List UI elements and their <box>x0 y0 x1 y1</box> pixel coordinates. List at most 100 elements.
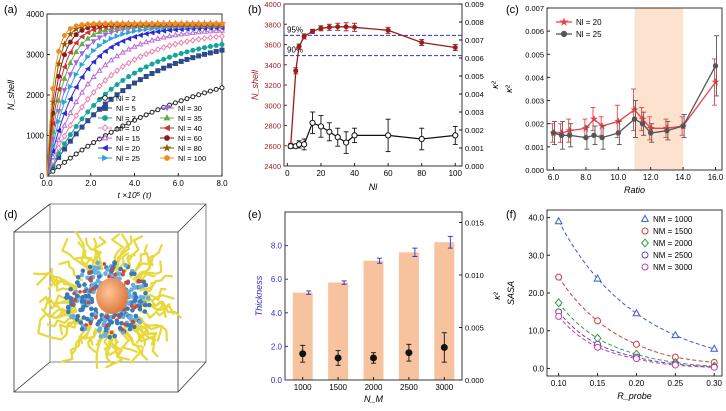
legend-label: Nl = 30 <box>178 104 202 113</box>
data-point <box>73 48 80 55</box>
data-point <box>172 40 179 48</box>
legend-marker <box>163 114 171 121</box>
data-point <box>91 112 97 118</box>
data-point <box>671 361 679 369</box>
data-point <box>90 59 97 65</box>
data-point <box>49 148 56 155</box>
y-tick-label-right: 0.005 <box>465 72 484 81</box>
charged-bead <box>123 322 127 327</box>
y-tick-label-right: 0.003 <box>465 108 484 117</box>
data-point <box>190 47 196 53</box>
data-point <box>149 61 155 67</box>
y-tick-label-right: 0.001 <box>465 144 484 153</box>
data-point <box>55 136 62 143</box>
y-tick-label-right: 0.007 <box>465 36 484 45</box>
shell-bead <box>105 267 110 272</box>
data-point <box>49 97 57 106</box>
plot-frame <box>546 209 723 377</box>
x-tick-label: 10.0 <box>611 173 627 182</box>
kappa-point <box>351 132 358 139</box>
data-point <box>79 147 85 153</box>
data-point <box>73 151 79 157</box>
y-axis-label: N_shell <box>6 79 16 110</box>
data-point <box>67 132 73 138</box>
shaded-region <box>634 8 684 170</box>
data-point <box>102 48 108 55</box>
x-tick-label: 6.0 <box>173 179 185 188</box>
legend-marker <box>164 155 170 161</box>
data-point <box>207 27 214 34</box>
data-point <box>84 95 91 103</box>
data-point <box>96 82 103 90</box>
y-tick-label: 0.005 <box>525 50 544 59</box>
shell-point <box>293 68 299 74</box>
legend-label: Nl = 7 <box>116 114 136 123</box>
data-point <box>143 73 149 79</box>
shell-bead <box>119 321 124 326</box>
chart-f: (f) 0.10 0.15 0.20 0.25 0.30 0.0 10.0 20.0 30.0 40… <box>506 209 723 401</box>
shell-point <box>301 33 307 39</box>
data-point <box>56 48 62 54</box>
data-point <box>143 38 150 45</box>
shell-bead <box>133 313 139 319</box>
data-point <box>73 112 80 120</box>
x-axis-label: R_probe <box>617 391 652 401</box>
charged-bead <box>131 320 136 325</box>
data-point <box>219 32 225 40</box>
polymer-tail <box>139 274 174 292</box>
data-point <box>178 98 184 104</box>
data-point <box>90 31 97 37</box>
data-point <box>125 45 132 52</box>
shell-bead <box>75 313 81 319</box>
plot-frame <box>546 7 723 171</box>
y-axis-label-right: κ² <box>492 291 502 300</box>
shell-bead <box>93 307 98 312</box>
data-point <box>67 39 73 45</box>
data-point <box>565 126 574 135</box>
kappa-point <box>309 119 316 126</box>
legend-marker <box>101 124 109 132</box>
data-point <box>149 48 155 55</box>
legend-label: NM = 1000 <box>653 215 693 224</box>
data-point <box>73 84 79 90</box>
data-point <box>67 72 74 78</box>
x-axis-label: N_M <box>364 394 384 404</box>
legend-marker <box>163 124 170 132</box>
data-point <box>126 21 132 27</box>
reference-label: 95% <box>287 25 303 34</box>
x-tick-label: 60 <box>384 169 393 178</box>
thickness-bar <box>292 292 313 380</box>
kappa-point <box>334 134 341 141</box>
data-point <box>646 124 655 132</box>
shell-bead <box>95 321 100 327</box>
data-point <box>583 134 589 141</box>
data-point <box>84 80 91 87</box>
shell-point <box>452 45 458 51</box>
data-point <box>114 126 120 132</box>
thickness-bar <box>363 260 384 380</box>
data-point <box>143 21 149 27</box>
shell-bead <box>95 260 101 266</box>
data-point <box>183 30 191 36</box>
shell-bead <box>118 266 123 272</box>
shell-bead <box>143 291 148 296</box>
data-point <box>60 40 69 48</box>
shell-bead <box>137 319 143 325</box>
data-point <box>566 132 573 138</box>
data-point <box>96 28 103 35</box>
data-point <box>90 39 97 45</box>
data-point <box>73 60 79 66</box>
x-tick-label: 4.0 <box>129 179 141 188</box>
data-point <box>97 42 103 49</box>
shell-bead <box>68 296 73 301</box>
legend-label: Nl = 20 <box>116 144 140 153</box>
data-point <box>219 21 225 27</box>
data-point <box>66 30 75 38</box>
shell-point <box>310 28 316 34</box>
x-tick-label: 0.30 <box>706 379 722 388</box>
data-point <box>680 123 686 129</box>
data-point <box>50 86 56 92</box>
shell-bead <box>80 304 86 310</box>
data-point <box>195 28 202 35</box>
data-point <box>184 96 190 102</box>
